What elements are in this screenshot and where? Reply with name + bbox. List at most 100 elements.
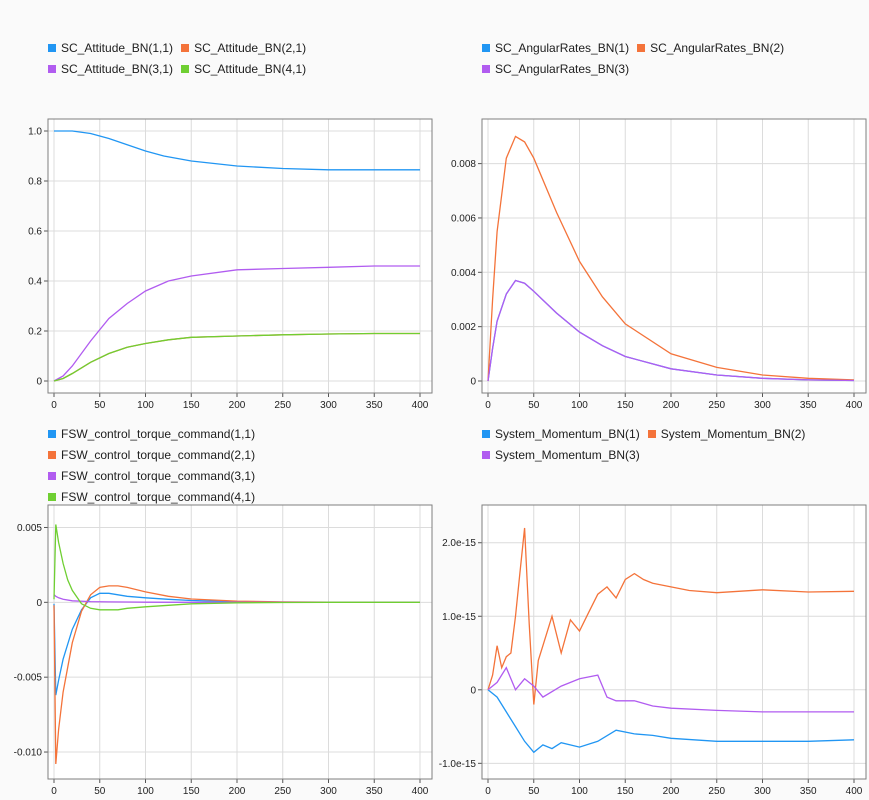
y-tick-label: 0.002 <box>451 322 476 333</box>
y-tick-label: 0.2 <box>28 327 42 338</box>
plot-frame <box>481 504 867 780</box>
plot-frame <box>47 118 433 394</box>
legend-item[interactable]: System_Momentum_BN(2) <box>647 427 805 441</box>
y-tick-label: 0.008 <box>451 159 476 170</box>
series-line <box>53 265 420 382</box>
series-line <box>487 689 855 754</box>
y-tick-label: -0.010 <box>14 748 43 759</box>
legend-item[interactable]: SC_Attitude_BN(1,1) <box>48 41 173 55</box>
y-tick-label: 0.006 <box>451 213 476 224</box>
series-line <box>487 527 855 705</box>
x-tick-label: 150 <box>617 786 634 797</box>
x-tick-label: 250 <box>274 786 291 797</box>
legend-attitude: SC_Attitude_BN(1,1) SC_Attitude_BN(2,1) … <box>48 37 314 79</box>
series-line <box>487 135 855 382</box>
x-tick-label: 150 <box>617 400 634 411</box>
x-tick-label: 350 <box>366 400 383 411</box>
plot-area <box>47 118 433 394</box>
plot-frame <box>47 504 433 780</box>
legend-label: FSW_control_torque_command(3,1) <box>61 468 256 483</box>
legend-item[interactable]: SC_AngularRates_BN(1) <box>482 41 629 55</box>
x-tick-label: 200 <box>663 400 680 411</box>
x-tick-label: 50 <box>528 400 540 411</box>
legend-label: SC_Attitude_BN(4,1) <box>194 61 307 76</box>
plot-area <box>481 118 867 394</box>
x-tick-label: 250 <box>274 400 291 411</box>
y-tick-label: -1.0e-15 <box>439 759 477 770</box>
x-tick-label: 100 <box>571 400 588 411</box>
legend-label: SC_AngularRates_BN(1) <box>495 40 630 55</box>
x-tick-label: 250 <box>708 786 725 797</box>
y-tick-label: 0 <box>470 685 476 696</box>
x-tick-label: 0 <box>51 786 57 797</box>
legend-item[interactable]: System_Momentum_BN(3) <box>482 448 640 462</box>
y-tick-label: 0 <box>470 377 476 388</box>
x-tick-label: 350 <box>366 786 383 797</box>
series-line <box>487 666 854 713</box>
y-tick-label: 0.6 <box>28 227 42 238</box>
legend-item[interactable]: SC_AngularRates_BN(3) <box>482 62 629 76</box>
x-tick-label: 50 <box>94 400 106 411</box>
y-tick-label: 1.0 <box>28 127 42 138</box>
legend-label: SC_AngularRates_BN(3) <box>495 61 630 76</box>
x-tick-label: 100 <box>137 786 154 797</box>
chart-torque: 0 50 100 150 200 250 300 350 400 0.005 0 -0.005 -0.0… <box>14 504 433 797</box>
legend-item[interactable]: SC_Attitude_BN(3,1) <box>48 62 173 76</box>
x-tick-label: 350 <box>800 400 817 411</box>
legend-torque: FSW_control_torque_command(1,1) FSW_cont… <box>48 423 263 507</box>
legend-item[interactable]: System_Momentum_BN(1) <box>482 427 640 441</box>
x-tick-label: 200 <box>229 400 246 411</box>
legend-item[interactable]: FSW_control_torque_command(3,1) <box>48 469 255 483</box>
legend-item[interactable]: SC_Attitude_BN(4,1) <box>181 62 306 76</box>
y-tick-label: 0 <box>36 377 42 388</box>
plot-frame <box>481 118 867 394</box>
x-tick-label: 250 <box>708 400 725 411</box>
x-tick-label: 150 <box>183 400 200 411</box>
legend-label: FSW_control_torque_command(1,1) <box>61 426 256 441</box>
y-tick-label: 0.8 <box>28 177 42 188</box>
legend-label: SC_Attitude_BN(1,1) <box>61 40 174 55</box>
legend-item[interactable]: FSW_control_torque_command(1,1) <box>48 427 255 441</box>
series-line <box>487 279 855 382</box>
legend-item[interactable]: SC_Attitude_BN(2,1) <box>181 41 306 55</box>
x-tick-label: 300 <box>320 786 337 797</box>
x-tick-label: 300 <box>754 786 771 797</box>
x-tick-label: 50 <box>528 786 540 797</box>
legend-label: FSW_control_torque_command(4,1) <box>61 489 256 504</box>
x-tick-label: 0 <box>51 400 57 411</box>
x-tick-label: 50 <box>94 786 106 797</box>
x-tick-label: 100 <box>137 400 154 411</box>
x-tick-label: 400 <box>846 400 863 411</box>
series-line <box>53 332 420 382</box>
legend-label: System_Momentum_BN(1) <box>495 426 640 441</box>
plot-area <box>47 504 433 780</box>
x-tick-label: 200 <box>663 786 680 797</box>
legend-label: SC_AngularRates_BN(2) <box>650 40 785 55</box>
y-tick-label: 0 <box>36 598 42 609</box>
legend-item[interactable]: SC_AngularRates_BN(2) <box>637 41 784 55</box>
legend-label: SC_Attitude_BN(3,1) <box>61 61 174 76</box>
y-tick-label: -0.005 <box>14 673 43 684</box>
legend-label: System_Momentum_BN(3) <box>495 447 640 462</box>
legend-label: SC_Attitude_BN(2,1) <box>194 40 307 55</box>
legend-label: FSW_control_torque_command(2,1) <box>61 447 256 462</box>
x-tick-label: 400 <box>412 786 429 797</box>
x-tick-label: 0 <box>485 786 491 797</box>
x-tick-label: 400 <box>846 786 863 797</box>
x-tick-label: 0 <box>485 400 491 411</box>
x-tick-label: 150 <box>183 786 200 797</box>
legend-item[interactable]: FSW_control_torque_command(4,1) <box>48 490 255 504</box>
legend-angular-rates: SC_AngularRates_BN(1) SC_AngularRates_BN… <box>482 37 792 79</box>
x-tick-label: 350 <box>800 786 817 797</box>
legend-momentum: System_Momentum_BN(1) System_Momentum_BN… <box>482 423 813 465</box>
x-tick-label: 200 <box>229 786 246 797</box>
series-line <box>54 130 420 171</box>
y-tick-label: 2.0e-15 <box>442 538 476 549</box>
chart-angular-rates: 0 50 100 150 200 250 300 350 400 0 0.002 0.004 0.006… <box>451 118 867 411</box>
x-tick-label: 400 <box>412 400 429 411</box>
x-tick-label: 300 <box>320 400 337 411</box>
legend-item[interactable]: FSW_control_torque_command(2,1) <box>48 448 255 462</box>
y-tick-label: 1.0e-15 <box>442 612 476 623</box>
y-tick-label: 0.005 <box>17 523 42 534</box>
